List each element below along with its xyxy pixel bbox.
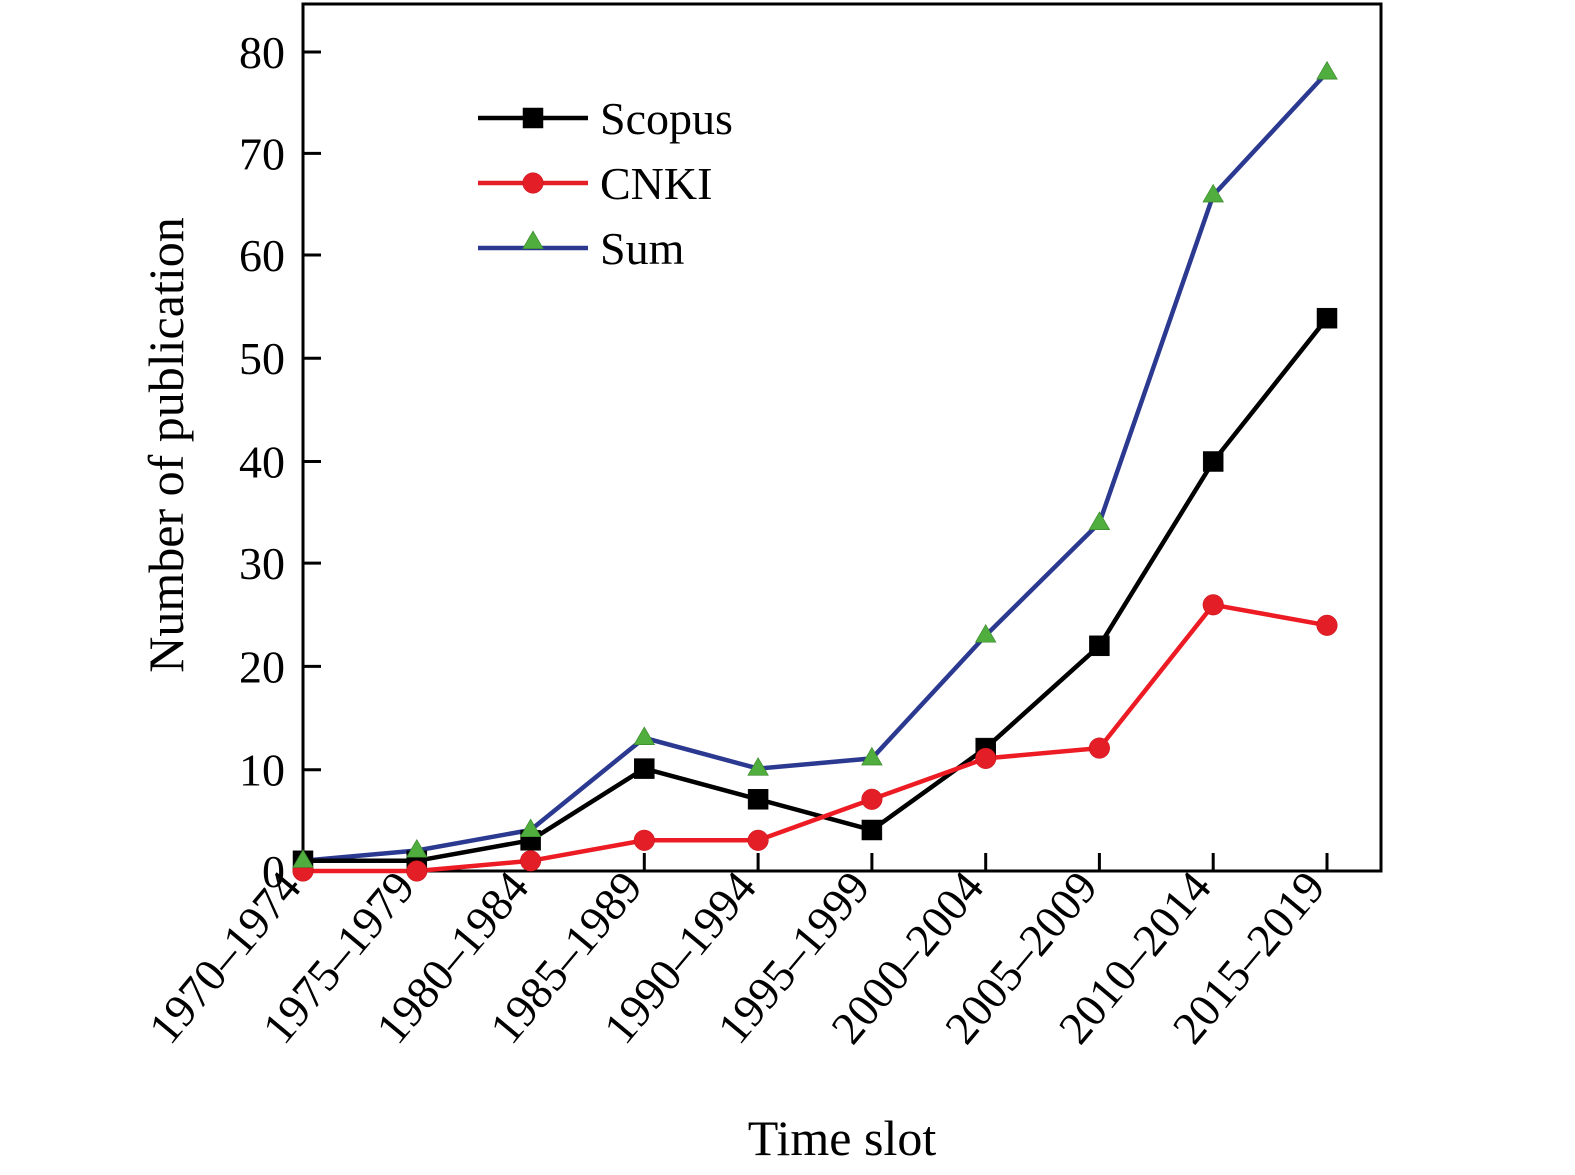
svg-text:60: 60: [239, 230, 285, 281]
svg-text:40: 40: [239, 437, 285, 488]
svg-text:CNKI: CNKI: [600, 158, 712, 209]
svg-text:10: 10: [239, 745, 285, 796]
svg-text:80: 80: [239, 27, 285, 78]
svg-text:Scopus: Scopus: [600, 93, 733, 144]
svg-text:Sum: Sum: [600, 223, 685, 274]
svg-text:30: 30: [239, 538, 285, 589]
svg-text:Number of publication: Number of publication: [138, 217, 194, 672]
svg-text:70: 70: [239, 128, 285, 179]
svg-text:20: 20: [239, 641, 285, 692]
svg-text:Time slot: Time slot: [748, 1110, 937, 1166]
svg-text:50: 50: [239, 333, 285, 384]
